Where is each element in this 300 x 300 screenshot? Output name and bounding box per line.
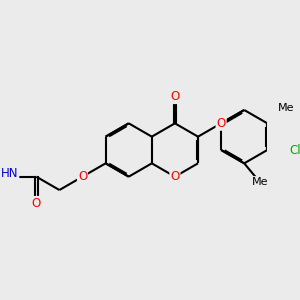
Text: Cl: Cl (289, 143, 300, 157)
Text: O: O (217, 117, 226, 130)
Text: O: O (170, 90, 179, 103)
Text: O: O (32, 197, 41, 210)
Text: Me: Me (252, 177, 268, 187)
Text: Me: Me (278, 103, 294, 113)
Text: O: O (170, 170, 179, 183)
Text: HN: HN (1, 167, 18, 180)
Text: O: O (78, 170, 87, 183)
